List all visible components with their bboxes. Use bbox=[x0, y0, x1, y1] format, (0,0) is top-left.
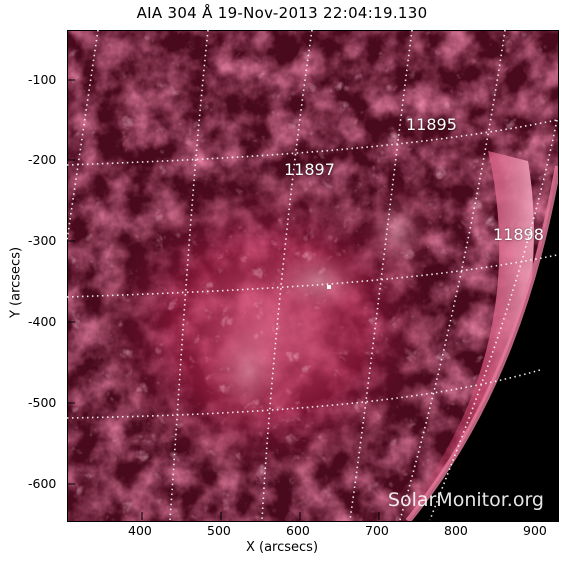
x-axis-label: X (arcsecs) bbox=[245, 540, 319, 555]
solar-image bbox=[68, 31, 558, 521]
x-tick-label: 700 bbox=[365, 523, 389, 538]
watermark: SolarMonitor.org bbox=[387, 489, 544, 511]
x-tick-label: 400 bbox=[128, 523, 152, 538]
x-tick-label: 500 bbox=[207, 523, 231, 538]
x-tick-label: 900 bbox=[523, 523, 547, 538]
y-tick-label: -300 bbox=[28, 233, 57, 248]
y-tick-label: -100 bbox=[28, 72, 57, 87]
x-tick-label: 800 bbox=[444, 523, 468, 538]
solar-image-plot: 11895 11897 11898 SolarMonitor.org bbox=[67, 30, 559, 522]
y-tick-label: -500 bbox=[28, 395, 57, 410]
image-title: AIA 304 Å 19-Nov-2013 22:04:19.130 bbox=[136, 4, 428, 22]
active-region-label: 11897 bbox=[284, 160, 335, 179]
y-tick-label: -600 bbox=[28, 476, 57, 491]
y-axis-label: Y (arcsecs) bbox=[8, 246, 24, 319]
y-tick-label: -200 bbox=[28, 152, 57, 167]
active-region-label: 11898 bbox=[493, 225, 544, 244]
active-region-label: 11895 bbox=[406, 115, 457, 134]
y-tick-label: -400 bbox=[28, 314, 57, 329]
x-tick-label: 600 bbox=[286, 523, 310, 538]
